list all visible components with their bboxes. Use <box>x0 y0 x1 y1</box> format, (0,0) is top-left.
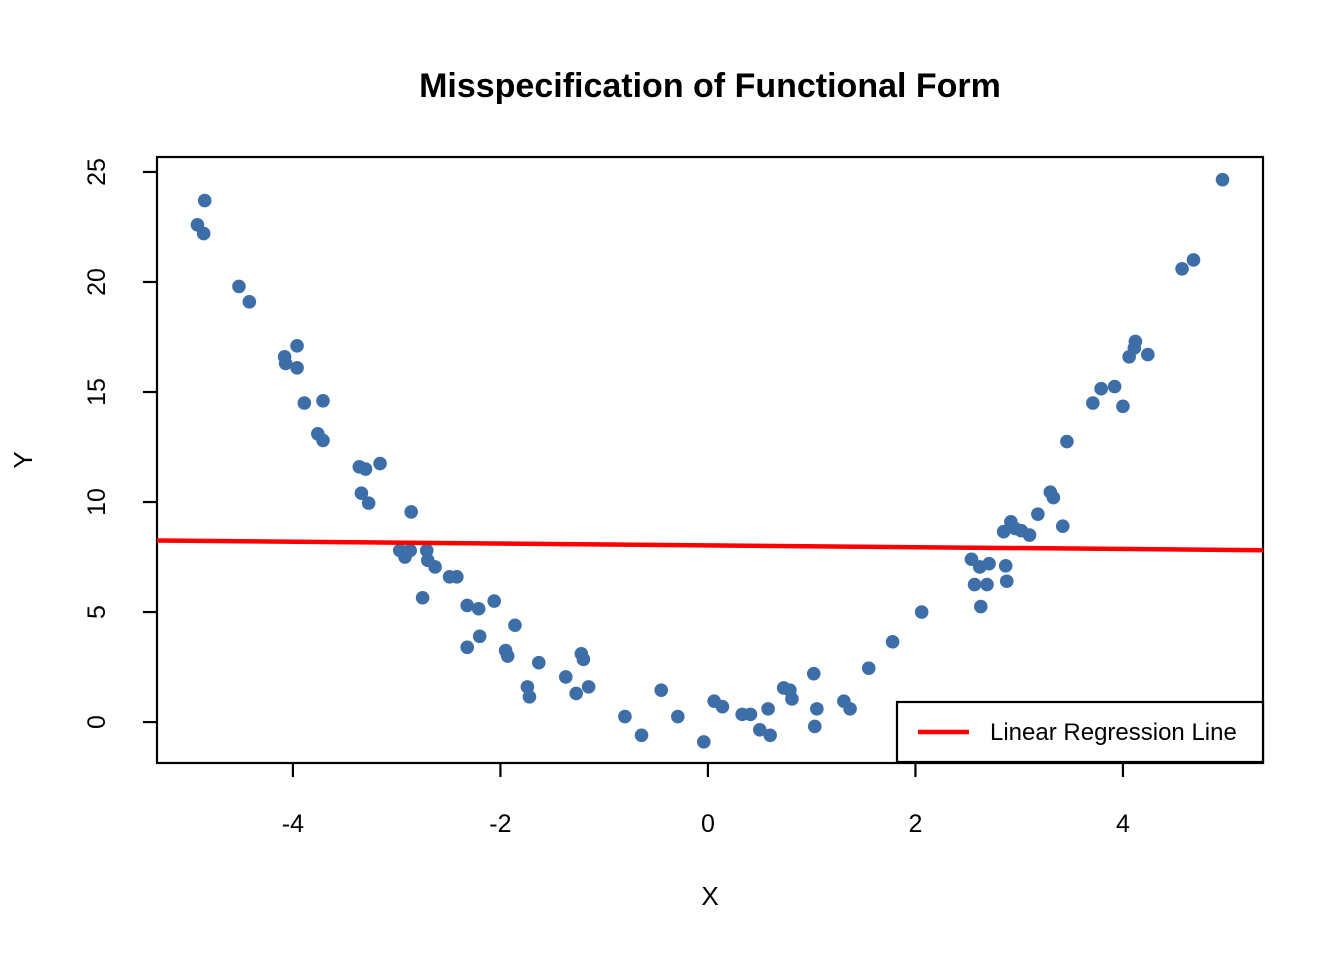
x-tick-label: -2 <box>489 810 511 838</box>
data-point <box>354 486 369 501</box>
y-tick-label: 20 <box>83 268 111 296</box>
data-point <box>487 594 501 608</box>
data-point <box>358 462 373 476</box>
data-point <box>998 559 1013 573</box>
data-point <box>290 361 304 375</box>
data-point <box>500 649 515 663</box>
x-axis-label: X <box>701 881 718 911</box>
data-point <box>763 728 777 743</box>
data-point <box>1215 172 1230 187</box>
data-point <box>885 634 900 649</box>
chart-title: Misspecification of Functional Form <box>419 67 1001 105</box>
data-point <box>532 655 546 670</box>
data-point <box>1046 490 1061 505</box>
data-point <box>415 590 430 605</box>
data-point <box>843 702 857 716</box>
data-point <box>982 556 996 571</box>
data-point <box>1175 261 1189 276</box>
data-point <box>290 338 304 353</box>
y-tick-label: 0 <box>83 715 111 729</box>
data-point <box>1060 434 1074 449</box>
data-point <box>1055 519 1070 534</box>
data-point <box>1116 399 1130 414</box>
data-point <box>785 692 799 706</box>
data-point <box>654 683 669 697</box>
data-point <box>419 543 434 558</box>
data-point <box>618 709 632 724</box>
regression-line <box>156 538 1264 553</box>
data-point <box>1094 381 1108 396</box>
data-point <box>753 722 767 737</box>
data-point <box>278 356 293 371</box>
data-point <box>450 570 464 584</box>
data-point <box>460 640 475 655</box>
data-point <box>715 699 730 714</box>
data-point <box>361 496 376 510</box>
y-tick-label: 10 <box>83 488 111 516</box>
data-point <box>581 680 596 694</box>
data-point <box>914 605 929 619</box>
x-tick-label: -4 <box>282 810 304 838</box>
data-point <box>197 193 212 208</box>
data-point <box>743 707 758 722</box>
data-point <box>1107 379 1122 394</box>
legend: Linear Regression Line <box>895 700 1265 764</box>
data-point <box>460 598 475 613</box>
data-point <box>1022 528 1037 542</box>
data-point <box>861 661 876 675</box>
data-point <box>522 689 537 704</box>
data-point <box>297 396 312 410</box>
legend-label: Linear Regression Line <box>990 719 1237 746</box>
data-point <box>761 702 775 716</box>
data-point <box>242 294 257 309</box>
data-point <box>806 666 821 681</box>
data-point <box>973 599 988 614</box>
data-point <box>196 226 211 241</box>
data-point <box>558 670 573 684</box>
data-point <box>967 577 982 592</box>
data-point <box>1031 507 1045 521</box>
data-point <box>1186 253 1201 267</box>
data-point <box>634 728 649 743</box>
x-tick-label: 4 <box>1116 810 1130 838</box>
data-point <box>404 505 418 519</box>
data-point <box>576 652 591 667</box>
regression-line-path <box>156 538 1264 553</box>
scatter-points <box>190 172 1230 749</box>
y-axis-ticks: 0 5 10 15 20 25 <box>83 158 157 729</box>
data-point <box>1086 396 1100 410</box>
data-point <box>810 702 824 716</box>
x-tick-label: 2 <box>908 810 922 838</box>
data-point <box>569 686 583 701</box>
data-point <box>403 543 417 558</box>
data-point <box>1141 347 1155 362</box>
data-point <box>508 618 522 633</box>
data-point <box>996 524 1011 539</box>
y-tick-label: 25 <box>83 158 111 186</box>
y-axis-label: Y <box>8 451 38 468</box>
data-point <box>1127 341 1142 355</box>
x-tick-label: 0 <box>701 810 715 838</box>
data-point <box>671 709 685 724</box>
data-point <box>316 394 330 408</box>
data-point <box>696 735 711 749</box>
plot-frame <box>155 155 1265 765</box>
x-axis-ticks: -4 -2 0 2 4 <box>282 763 1130 838</box>
y-tick-label: 5 <box>83 605 111 619</box>
y-tick-label: 15 <box>83 378 111 406</box>
data-point <box>428 560 442 574</box>
data-point <box>807 719 822 734</box>
data-point <box>373 456 387 471</box>
data-point <box>471 601 486 616</box>
data-point <box>472 629 487 644</box>
data-point <box>980 577 994 592</box>
data-point <box>232 279 246 294</box>
data-point <box>999 574 1014 589</box>
data-point <box>316 433 330 448</box>
